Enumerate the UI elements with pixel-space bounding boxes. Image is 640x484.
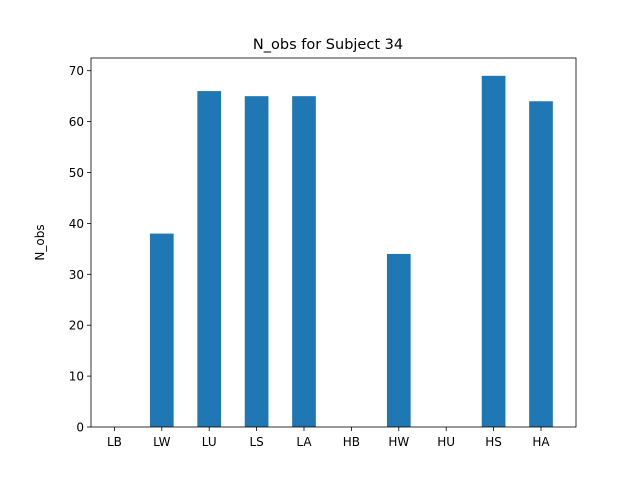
x-tick-label: LA	[296, 435, 312, 449]
y-tick-label: 50	[69, 166, 84, 180]
bars-layer	[149, 75, 553, 428]
bar-hw	[386, 253, 411, 427]
y-axis-label: N_obs	[33, 224, 47, 260]
bar-ha	[529, 101, 553, 427]
x-tick-label: LU	[202, 435, 217, 449]
chart-title: N_obs for Subject 34	[253, 37, 403, 53]
x-tick-label: HU	[437, 435, 455, 449]
bar-ls	[244, 96, 269, 428]
y-tick-label: 70	[69, 64, 84, 78]
y-tick-label: 60	[69, 115, 84, 129]
x-tick-label: LW	[153, 435, 171, 449]
bar-lu	[197, 91, 222, 427]
y-axis: 0 10 20 30 40 50 60 70	[69, 64, 91, 435]
x-tick-label: HS	[485, 435, 502, 449]
y-tick-label: 30	[69, 268, 84, 282]
y-tick-label: 20	[69, 319, 84, 333]
y-tick-label: 40	[69, 217, 84, 231]
bar-la	[292, 96, 316, 428]
x-tick-label: HB	[343, 435, 360, 449]
x-tick-label: LS	[249, 435, 263, 449]
plot-frame	[90, 57, 577, 428]
y-tick-label: 10	[69, 370, 84, 384]
x-axis: LB LW LU LS LA HB HW HU HS HA	[107, 427, 550, 449]
y-tick-label: 0	[76, 421, 84, 435]
x-tick-label: LB	[107, 435, 122, 449]
bar-hs	[481, 75, 506, 427]
bar-lw	[149, 233, 174, 427]
x-tick-label: HW	[388, 435, 409, 449]
x-tick-label: HA	[532, 435, 550, 449]
